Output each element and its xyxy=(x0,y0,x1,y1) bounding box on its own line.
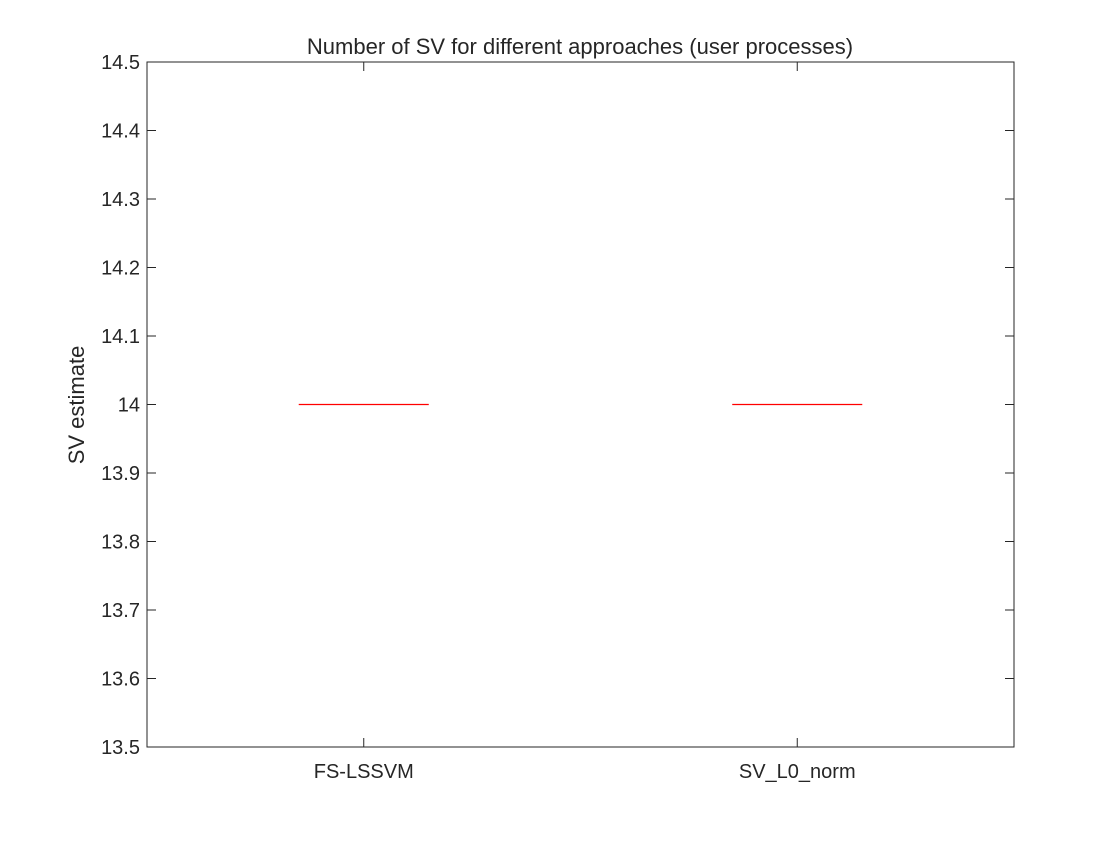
y-tick-label: 13.6 xyxy=(101,669,140,691)
y-tick-label: 14.5 xyxy=(101,52,140,74)
y-tick-label: 14.3 xyxy=(101,189,140,211)
y-tick-label: 14.4 xyxy=(101,121,140,143)
x-axis-ticks: FS-LSSVM SV_L0_norm xyxy=(314,62,856,783)
y-tick-label: 13.5 xyxy=(101,737,140,759)
y-tick-label: 14.1 xyxy=(101,326,140,348)
y-tick-label: 13.7 xyxy=(101,600,140,622)
y-tick-label: 13.8 xyxy=(101,532,140,554)
y-tick-label: 14 xyxy=(118,395,140,417)
y-tick-label: 13.9 xyxy=(101,463,140,485)
x-tick-label: FS-LSSVM xyxy=(314,761,414,783)
y-tick-label: 14.2 xyxy=(101,258,140,280)
y-axis-ticks: 13.5 13.6 13.7 13.8 13.9 14 14.1 14.2 14.3 14.4 14… xyxy=(101,52,1014,759)
y-axis-label: SV estimate xyxy=(64,346,89,465)
chart-title: Number of SV for different approaches (u… xyxy=(307,34,853,59)
x-tick-label: SV_L0_norm xyxy=(739,761,856,783)
